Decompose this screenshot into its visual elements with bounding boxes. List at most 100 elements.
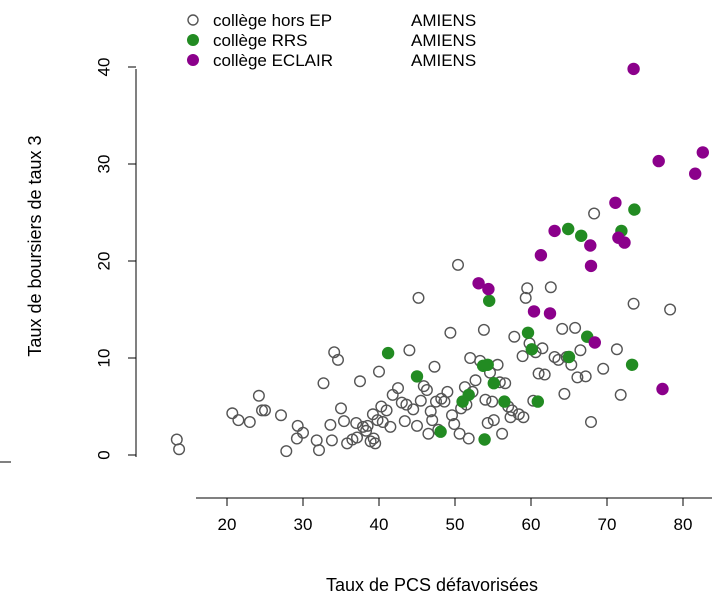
eclair-point: [548, 224, 561, 238]
hors-ep-point: [280, 445, 293, 458]
hors-ep-point: [435, 392, 448, 405]
eclair-point: [588, 336, 601, 349]
hors-ep-point: [290, 432, 303, 445]
hors-ep-point: [544, 281, 557, 294]
y-tick-label: 30: [95, 155, 114, 174]
hors-ep-point: [232, 414, 245, 427]
hors-ep-point: [275, 409, 288, 422]
hors-ep-point: [486, 395, 499, 408]
hors-ep-point: [538, 368, 551, 381]
hors-ep-point: [371, 414, 384, 427]
hors-ep-point: [426, 414, 439, 427]
x-tick-label: 80: [674, 515, 693, 534]
hors-ep-point: [508, 330, 521, 343]
rrs-point: [481, 358, 494, 371]
y-tick-label: 0: [95, 450, 114, 459]
y-axis-ticks: 0 10 20 30 40: [95, 58, 136, 460]
legend-label: collège RRS: [213, 31, 308, 50]
hors-ep-point: [504, 411, 517, 424]
hors-ep-point: [243, 416, 256, 429]
legend-city: AMIENS: [411, 31, 476, 50]
eclair-point: [543, 307, 557, 320]
hors-ep-point: [291, 419, 304, 432]
hors-ep-point: [297, 426, 310, 439]
legend-city: AMIENS: [411, 51, 476, 70]
hors-ep-point: [506, 404, 519, 417]
legend: collège hors EP AMIENS collège RRS AMIENS co…: [187, 11, 476, 70]
hors-ep-point: [610, 343, 623, 356]
eclair-point: [584, 259, 598, 273]
hors-ep-point: [256, 404, 269, 417]
rrs-point: [562, 222, 575, 236]
hors-ep-point: [556, 322, 569, 335]
legend-marker: [187, 34, 199, 46]
x-tick-label: 20: [218, 515, 237, 534]
rrs-point: [575, 229, 588, 242]
eclair-point: [534, 249, 548, 262]
rrs-point: [381, 346, 395, 360]
y-tick-label: 20: [95, 252, 114, 271]
hors-ep-point: [317, 377, 330, 390]
hors-ep-point: [357, 420, 370, 433]
eclair-point: [609, 196, 622, 209]
hors-ep-point: [367, 432, 380, 445]
hors-ep-point: [351, 431, 364, 444]
legend-marker: [187, 14, 199, 26]
rrs-point: [410, 370, 424, 383]
hors-ep-point: [627, 297, 640, 310]
rrs-point: [498, 395, 511, 408]
hors-ep-point: [324, 418, 337, 431]
hors-ep-point: [579, 370, 592, 383]
hors-ep-point: [332, 353, 345, 366]
eclair-point: [652, 154, 665, 168]
x-tick-label: 30: [294, 515, 313, 534]
eclair-point: [618, 236, 631, 249]
hors-ep-point: [360, 424, 373, 437]
hors-ep-point: [310, 434, 323, 447]
hors-ep-point: [574, 344, 587, 357]
rrs-point: [487, 377, 500, 390]
hors-ep-point: [226, 407, 239, 420]
hors-ep-point: [532, 367, 545, 380]
hors-ep-point: [384, 420, 397, 433]
hors-ep-point: [496, 427, 509, 440]
legend-label: collège ECLAIR: [213, 51, 333, 70]
hors-ep-point: [417, 380, 430, 393]
rrs-point: [478, 433, 491, 446]
rrs-point: [483, 294, 496, 307]
hors-ep-point: [328, 346, 341, 359]
hors-ep-point: [521, 282, 534, 295]
hors-ep-point: [386, 388, 399, 401]
hors-ep-point: [325, 434, 338, 447]
rrs-point: [628, 203, 641, 216]
hors-ep-point: [412, 291, 425, 304]
hors-ep-point: [585, 416, 598, 429]
y-tick-label: 40: [95, 58, 114, 77]
rrs-point: [462, 388, 475, 402]
hors-ep-point: [361, 419, 374, 432]
legend-marker: [187, 54, 199, 66]
hors-ep-point: [479, 393, 492, 406]
legend-label: collège hors EP: [213, 11, 332, 30]
eclair-point: [656, 382, 669, 396]
hors-ep-point: [469, 374, 482, 387]
eclair-point: [584, 239, 597, 252]
hors-ep-point: [338, 415, 351, 428]
hors-ep-point: [487, 414, 500, 427]
hors-ep-point: [614, 388, 627, 401]
hors-ep-point: [548, 351, 561, 364]
hors-ep-point: [411, 419, 424, 432]
hors-ep-point: [448, 418, 461, 431]
x-axis-ticks: 20 30 40 50 60 70 80: [218, 498, 693, 534]
hors-ep-point: [464, 352, 477, 365]
hors-ep-point: [597, 362, 610, 375]
x-tick-label: 40: [370, 515, 389, 534]
hors-ep-point: [664, 303, 677, 316]
x-tick-label: 70: [598, 515, 617, 534]
hors-ep-point: [354, 375, 367, 388]
hors-ep-point: [252, 389, 265, 402]
rrs-point: [625, 358, 639, 371]
eclair-point: [482, 282, 495, 296]
hors-ep-point: [398, 415, 411, 428]
